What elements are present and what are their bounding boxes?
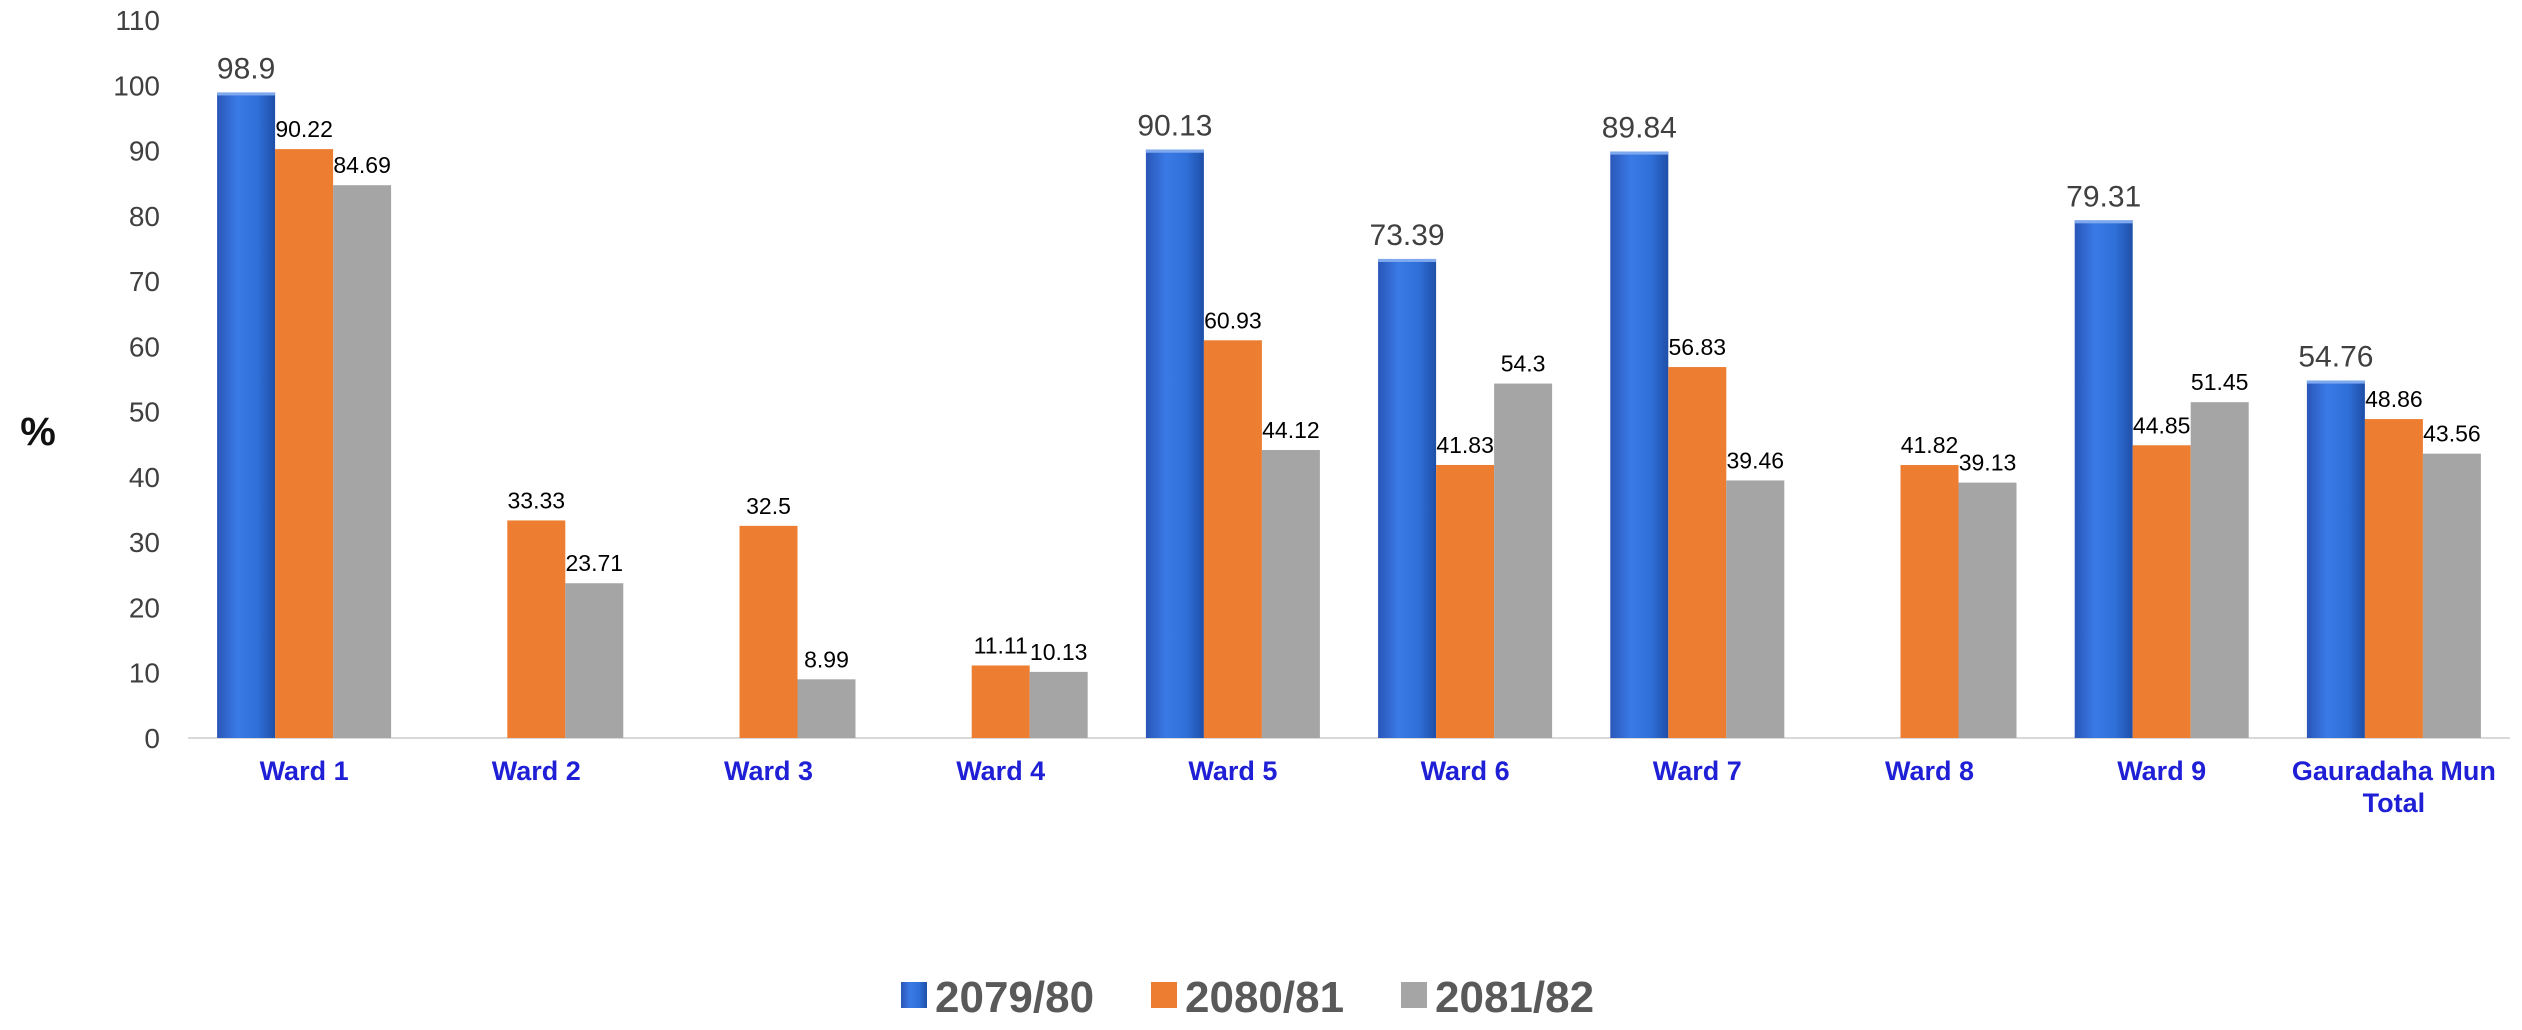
bar-highlight bbox=[2074, 220, 2133, 224]
bar bbox=[1436, 464, 1495, 738]
bar bbox=[1900, 465, 1959, 738]
y-tick-label: 30 bbox=[129, 527, 160, 558]
data-label: 48.86 bbox=[2365, 386, 2423, 412]
data-label: 51.45 bbox=[2191, 369, 2249, 395]
y-tick-label: 80 bbox=[129, 201, 160, 232]
x-tick-label: Ward 7 bbox=[1653, 756, 1742, 786]
bar bbox=[1610, 151, 1669, 738]
bar bbox=[1378, 258, 1437, 738]
x-tick-label: Ward 3 bbox=[724, 756, 813, 786]
data-label: 79.31 bbox=[2066, 180, 2141, 213]
bar-highlight bbox=[1610, 151, 1669, 155]
legend-label: 2079/80 bbox=[935, 973, 1094, 1022]
bar-highlight bbox=[2306, 380, 2365, 384]
x-tick-label: Ward 5 bbox=[1188, 756, 1277, 786]
data-label: 89.84 bbox=[1602, 112, 1677, 145]
legend: 2079/80 2080/81 2081/82 bbox=[901, 973, 1594, 1022]
data-label: 39.46 bbox=[1727, 447, 1785, 473]
bar bbox=[275, 149, 334, 739]
data-label: 8.99 bbox=[804, 646, 849, 672]
data-label: 44.85 bbox=[2133, 412, 2191, 438]
legend-swatch bbox=[1401, 982, 1427, 1008]
bar bbox=[739, 525, 798, 738]
bar bbox=[1203, 340, 1262, 738]
y-tick-label: 50 bbox=[129, 397, 160, 428]
bar bbox=[565, 583, 624, 738]
data-label: 10.13 bbox=[1030, 639, 1088, 665]
legend-swatch bbox=[1151, 982, 1177, 1008]
y-tick-label: 0 bbox=[144, 723, 160, 754]
y-tick-label: 110 bbox=[115, 5, 160, 36]
bar bbox=[1958, 482, 2017, 738]
data-label: 41.83 bbox=[1436, 432, 1494, 458]
data-label: 23.71 bbox=[566, 550, 624, 576]
legend-swatch bbox=[901, 982, 927, 1008]
y-tick-label: 20 bbox=[129, 592, 160, 623]
x-tick-label: Gauradaha Mun bbox=[2292, 756, 2496, 786]
bar-highlight bbox=[217, 92, 276, 96]
legend-label: 2081/82 bbox=[1435, 973, 1594, 1022]
y-tick-label: 70 bbox=[129, 266, 160, 297]
bar bbox=[217, 92, 276, 738]
bar bbox=[2074, 220, 2133, 738]
data-label: 84.69 bbox=[333, 152, 391, 178]
bar-highlight bbox=[1378, 258, 1437, 262]
bar bbox=[507, 520, 566, 738]
data-label: 33.33 bbox=[508, 487, 566, 513]
x-tick-label: Total bbox=[2363, 788, 2426, 818]
data-label: 90.22 bbox=[275, 116, 333, 142]
bar bbox=[2364, 419, 2423, 738]
bar bbox=[1145, 149, 1204, 739]
bar bbox=[1029, 671, 1088, 738]
bar bbox=[971, 665, 1030, 738]
bar bbox=[2132, 445, 2191, 738]
data-label: 98.9 bbox=[217, 52, 275, 85]
bar bbox=[2306, 380, 2365, 738]
bar bbox=[1261, 450, 1320, 738]
data-label: 41.82 bbox=[1901, 432, 1959, 458]
x-tick-label: Ward 2 bbox=[492, 756, 581, 786]
data-label: 44.12 bbox=[1262, 417, 1320, 443]
bar bbox=[797, 679, 856, 738]
bar bbox=[2422, 453, 2481, 738]
data-label: 54.76 bbox=[2298, 341, 2373, 374]
x-tick-label: Ward 1 bbox=[260, 756, 349, 786]
x-tick-label: Ward 6 bbox=[1421, 756, 1510, 786]
y-axis-label: % bbox=[20, 410, 56, 454]
y-tick-label: 90 bbox=[129, 136, 160, 167]
y-tick-label: 40 bbox=[129, 462, 160, 493]
bar bbox=[1494, 383, 1553, 738]
y-tick-label: 60 bbox=[129, 331, 160, 362]
axes: 0 10 20 30 40 50 60 70 80 90 100 110 Ward 1 Ward 2 War… bbox=[113, 5, 2510, 818]
data-label: 54.3 bbox=[1501, 351, 1546, 377]
legend-label: 2080/81 bbox=[1185, 973, 1344, 1022]
data-label: 73.39 bbox=[1370, 219, 1445, 252]
bar-highlight bbox=[1145, 149, 1204, 153]
data-label: 32.5 bbox=[746, 493, 791, 519]
data-label: 60.93 bbox=[1204, 307, 1262, 333]
bar bbox=[1668, 367, 1727, 738]
data-label: 11.11 bbox=[974, 632, 1028, 658]
data-label: 90.13 bbox=[1137, 110, 1212, 143]
x-tick-label: Ward 4 bbox=[956, 756, 1045, 786]
data-label: 39.13 bbox=[1959, 450, 2017, 476]
bar bbox=[333, 185, 392, 739]
x-tick-label: Ward 9 bbox=[2117, 756, 2206, 786]
x-tick-label: Ward 8 bbox=[1885, 756, 1974, 786]
data-label: 43.56 bbox=[2423, 421, 2481, 447]
data-label: 56.83 bbox=[1669, 334, 1727, 360]
y-tick-label: 100 bbox=[113, 70, 160, 101]
y-tick-label: 10 bbox=[129, 658, 160, 689]
bar bbox=[2190, 402, 2249, 738]
bar bbox=[1726, 480, 1785, 738]
bars bbox=[217, 92, 2481, 739]
